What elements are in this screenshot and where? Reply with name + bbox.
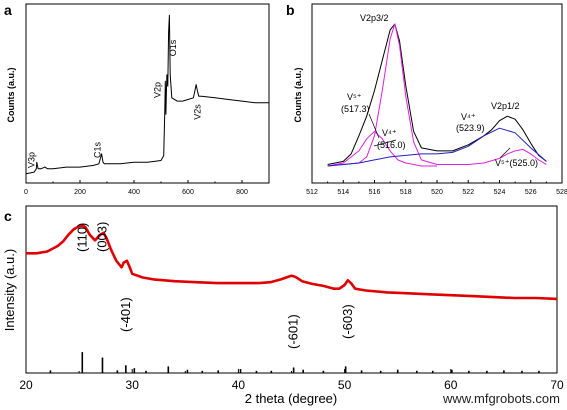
x-tick-label: 528 (556, 189, 567, 196)
x-tick-label: 200 (74, 189, 86, 196)
series-line (26, 224, 558, 301)
panel-c-reference-lines (49, 352, 540, 373)
x-tick-label: 800 (236, 189, 248, 196)
panel-c-xlabel: 2 theta (degree) (245, 391, 338, 406)
peak-label: V⁴⁺ (382, 128, 397, 138)
panel-b: b Counts (a.u.) 512 514 516 518 520 522 524 526… (286, 2, 567, 196)
peak-label: V⁵⁺ (347, 92, 362, 102)
peak-label: V2p1/2 (491, 101, 520, 111)
x-tick-label: 520 (431, 189, 443, 196)
x-tick-label: 50 (338, 378, 352, 392)
peak-label: (517.3) (341, 104, 370, 114)
panel-a: a Counts (a.u.) 0 200 400 600 800 V3p C1s V2p O… (4, 2, 270, 196)
panel-c-letter: c (4, 208, 12, 224)
panel-b-annotations: V2p3/2V⁵⁺(517.3)V⁴⁺(516.0)V⁴⁺(523.9)V2p1… (341, 13, 538, 168)
panel-a-annotations: V3p C1s V2p O1s V2s (26, 39, 202, 168)
x-tick-label: 600 (182, 189, 194, 196)
x-tick-label: 70 (550, 378, 564, 392)
x-tick-label: 60 (444, 378, 458, 392)
peak-label: V2p3/2 (360, 13, 389, 23)
peak-label: (110) (74, 223, 89, 252)
annotation-pointer (368, 113, 380, 139)
panel-a-ylabel: Counts (a.u.) (6, 68, 16, 123)
panel-a-plot-area (25, 3, 270, 184)
peak-label: (-401) (118, 297, 133, 332)
x-tick-label: 524 (494, 189, 506, 196)
peak-label: V3p (26, 152, 36, 168)
series-line (327, 127, 547, 167)
panel-c: c Intensity (a.u.) 2 theta (degree) 20 30… (2, 205, 564, 406)
panel-a-letter: a (4, 2, 12, 18)
peak-label: O1s (168, 39, 178, 56)
x-tick-label: 514 (337, 189, 349, 196)
watermark: www.mfgrobots.com (442, 391, 560, 406)
peak-label: C1s (93, 142, 103, 159)
peak-label: (003) (94, 222, 109, 252)
panel-a-xticks: 0 200 400 600 800 (24, 180, 248, 196)
series-line (327, 130, 437, 167)
peak-label: (-601) (286, 314, 301, 349)
series-line (25, 14, 269, 175)
x-tick-label: 518 (400, 189, 412, 196)
panel-b-letter: b (286, 2, 295, 18)
panel-c-xticks: 20 30 40 50 60 70 (19, 369, 564, 392)
x-tick-label: 0 (24, 189, 28, 196)
x-tick-label: 40 (232, 378, 246, 392)
x-tick-label: 512 (306, 189, 318, 196)
x-tick-label: 400 (128, 189, 140, 196)
peak-label: (-603) (340, 304, 355, 339)
peak-label: (516.0) (377, 140, 406, 150)
panel-b-ylabel: Counts (a.u.) (293, 68, 303, 123)
x-tick-label: 20 (19, 378, 33, 392)
panel-c-series (26, 224, 558, 301)
peak-label: V2p (152, 82, 162, 98)
annotation-pointer (499, 147, 511, 159)
panel-a-series (25, 14, 269, 175)
annotation-pointer (373, 139, 397, 147)
panel-b-xticks: 512 514 516 518 520 522 524 526 528 (306, 180, 567, 196)
series-line (327, 23, 547, 165)
panel-c-ylabel: Intensity (a.u.) (2, 249, 17, 331)
series-line (327, 23, 547, 167)
peak-label: V⁴⁺ (461, 112, 476, 122)
x-tick-label: 522 (462, 189, 474, 196)
peak-label: V2s (193, 104, 203, 120)
peak-label: (523.9) (456, 123, 485, 133)
x-tick-label: 516 (369, 189, 381, 196)
peak-label: V⁵⁺(525.0) (495, 158, 538, 168)
panel-c-annotations: (110) (003) (-401) (-601) (-603) (74, 222, 355, 349)
x-tick-label: 30 (126, 378, 140, 392)
panel-b-series (327, 23, 547, 167)
x-tick-label: 526 (525, 189, 537, 196)
